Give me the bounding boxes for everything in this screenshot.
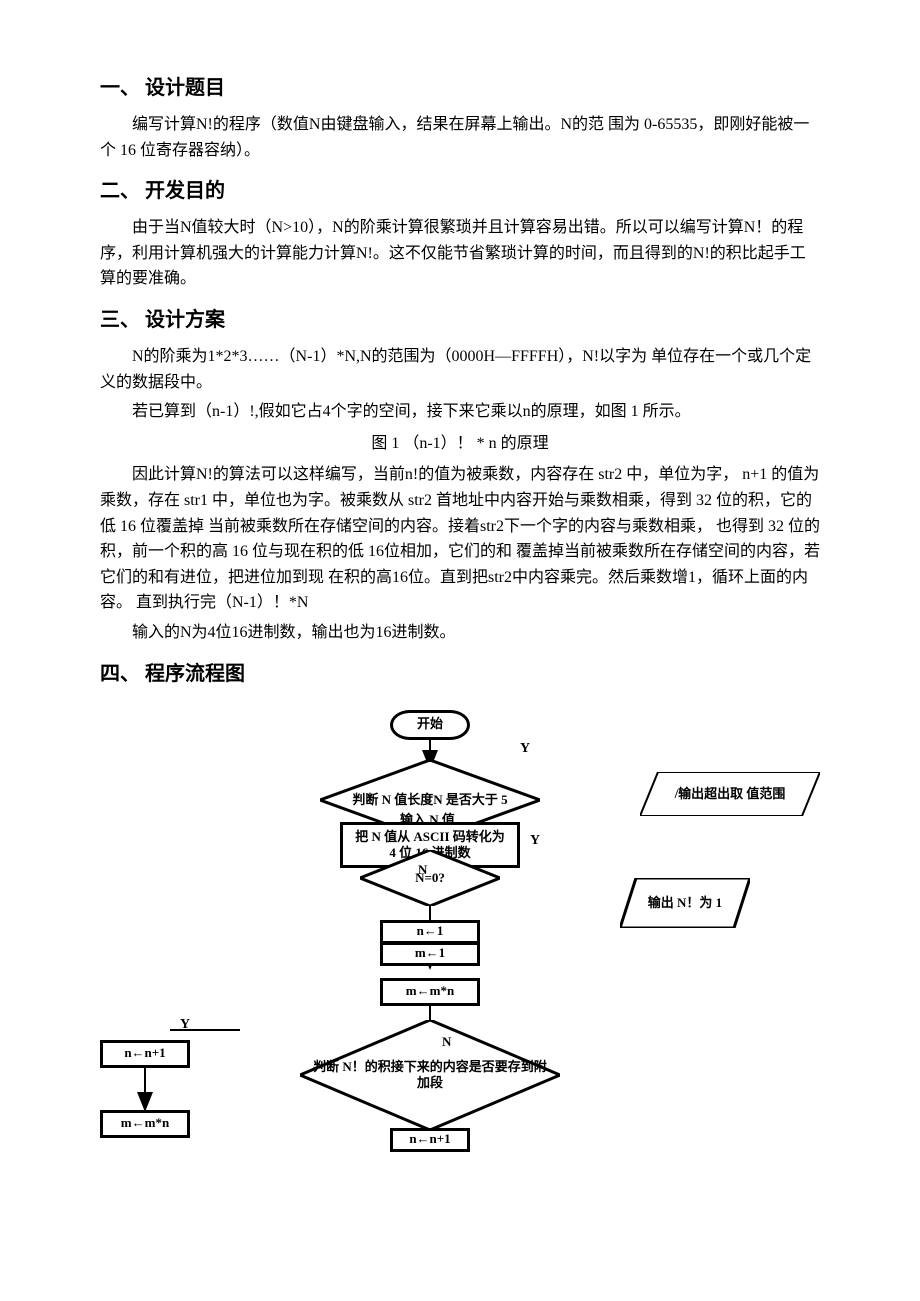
flowchart-node-process-m1-label: m←1 — [415, 943, 445, 964]
flowchart-node-decision-length-label: 判断 N 值长度N 是否大于 5 — [344, 792, 515, 808]
para-s3-p2: 若已算到（n-1）!,假如它占4个字的空间，接下来它乘以n的原理，如图 1 所示… — [100, 399, 820, 425]
heading-section-2: 二、 开发目的 — [100, 175, 820, 207]
flowchart-container: 开始 Y 判断 N 值长度N 是否大于 5 /输出超出取 值范围 输入 N 值 … — [100, 710, 820, 1210]
flowchart-node-process-mn: m←m*n — [380, 978, 480, 1006]
flowchart-label-y2: Y — [530, 830, 540, 852]
flowchart-node-process-n1-label: n←1 — [417, 921, 444, 942]
flowchart-node-io-overflow: /输出超出取 值范围 — [640, 772, 820, 816]
heading-section-4: 四、 程序流程图 — [100, 658, 820, 690]
flowchart-label-y1: Y — [520, 738, 530, 760]
flowchart-node-decision-store: 判断 N！的积接下来的内容是否要存到附加段 — [300, 1020, 560, 1130]
para-s1-p1: 编写计算N!的程序（数值N由键盘输入，结果在屏幕上输出。N的范 围为 0-655… — [100, 112, 820, 163]
flowchart-node-process-mn-left-label: m←m*n — [121, 1113, 169, 1134]
heading-section-1: 一、 设计题目 — [100, 72, 820, 104]
flowchart-node-io-overflow-label: /输出超出取 值范围 — [675, 786, 786, 802]
flowchart-node-decision-n0-label: N=0? — [407, 870, 453, 886]
flowchart-node-process-m1: m←1 — [380, 942, 480, 966]
flowchart-node-process-nn1-bottom-label: n←n+1 — [409, 1129, 450, 1150]
para-s3-p1: N的阶乘为1*2*3……（N-1）*N,N的范围为（0000H—FFFFH），N… — [100, 344, 820, 395]
para-s2-p1: 由于当N值较大时（N>10），N的阶乘计算很繁琐并且计算容易出错。所以可以编写计… — [100, 215, 820, 292]
flowchart-node-process-nn1-bottom: n←n+1 — [390, 1128, 470, 1152]
heading-section-3: 三、 设计方案 — [100, 304, 820, 336]
flowchart-node-io-output-1: 输出 N！为 1 — [620, 878, 750, 928]
flowchart-node-start: 开始 — [390, 710, 470, 740]
para-s3-p3: 因此计算N!的算法可以这样编写，当前n!的值为被乘数，内容存在 str2 中，单… — [100, 462, 820, 616]
figure-caption-1: 图 1 （n-1）！ * n 的原理 — [100, 431, 820, 457]
flowchart-node-decision-n0: N=0? — [360, 850, 500, 906]
flowchart-node-process-mn-label: m←m*n — [406, 981, 454, 1002]
flowchart-node-process-nn1-left-label: n←n+1 — [124, 1043, 165, 1064]
flowchart-node-process-mn-left: m←m*n — [100, 1110, 190, 1138]
flowchart-node-process-nn1-left: n←n+1 — [100, 1040, 190, 1068]
flowchart-node-start-label: 开始 — [417, 714, 443, 735]
flowchart-label-store-no: N — [442, 1032, 451, 1053]
flowchart-node-decision-store-label: 判断 N！的积接下来的内容是否要存到附加段 — [300, 1059, 560, 1090]
flowchart-node-process-n1: n←1 — [380, 920, 480, 944]
flowchart-label-y3: Y — [180, 1014, 190, 1036]
para-s3-p4: 输入的N为4位16进制数，输出也为16进制数。 — [100, 620, 820, 646]
flowchart-node-io-output-1-label: 输出 N！为 1 — [648, 895, 722, 911]
